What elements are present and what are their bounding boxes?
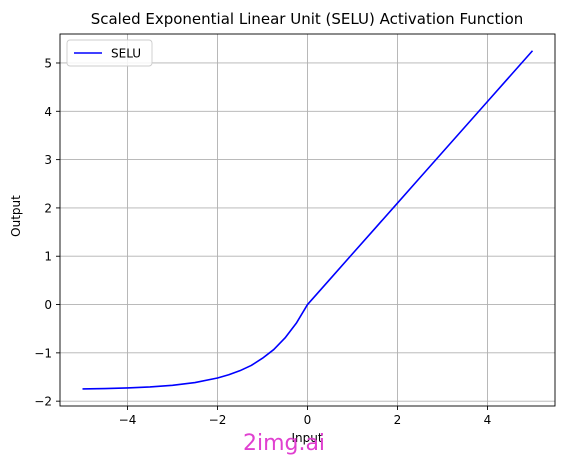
legend: SELU [66,39,153,67]
x-tick-label: 4 [484,413,492,427]
x-tick-label: 2 [394,413,402,427]
chart-title: Scaled Exponential Linear Unit (SELU) Ac… [91,10,524,28]
y-tick-label: −2 [34,395,52,409]
y-tick-label: 1 [44,250,52,264]
y-tick-label: 4 [44,105,52,119]
watermark: 2img.ai [243,431,325,455]
series-layer [82,50,534,390]
ticks: −4 −2 0 2 4 −2 −1 0 1 2 3 4 5 [34,56,491,427]
y-tick-label: 5 [44,56,52,70]
grid [60,34,555,406]
y-tick-label: −1 [34,346,52,360]
y-axis-label: Output [9,195,23,237]
legend-box [66,39,153,67]
y-tick-label: 3 [44,153,52,167]
x-tick-label: 0 [304,413,312,427]
y-tick-label: 0 [44,298,52,312]
x-tick-label: −2 [209,413,227,427]
x-tick-label: −4 [119,413,137,427]
x-axis-label: Input [291,431,322,445]
y-tick-label: 2 [44,201,52,215]
series-line-selu [82,50,534,390]
legend-label: SELU [111,47,141,61]
